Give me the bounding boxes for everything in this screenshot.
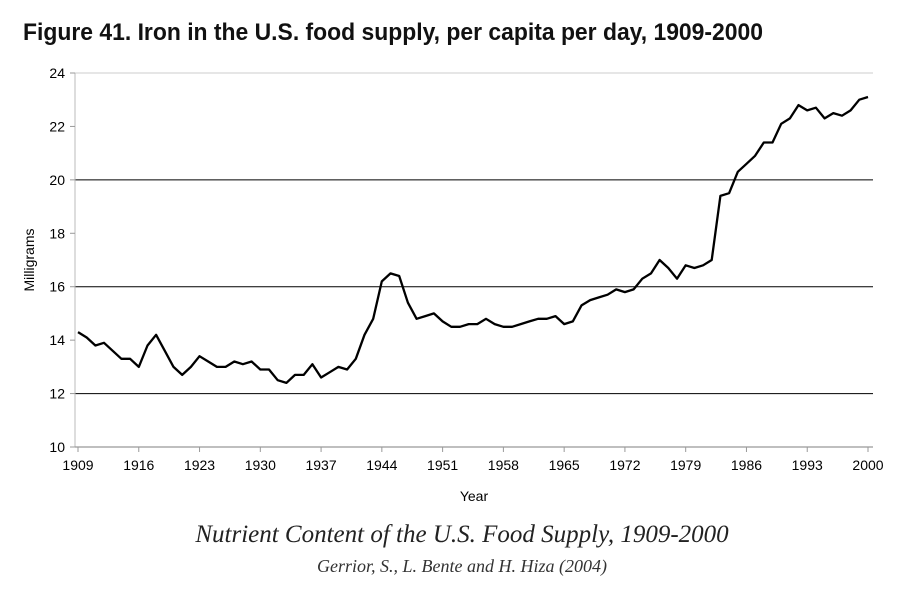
chart-title: Figure 41. Iron in the U.S. food supply,… (23, 19, 763, 46)
x-tick-label: 1937 (305, 457, 336, 473)
y-tick-label: 18 (49, 225, 65, 241)
x-tick-label: 1986 (731, 457, 762, 473)
x-tick-label: 1972 (609, 457, 640, 473)
y-tick-label: 10 (49, 439, 65, 455)
x-tick-label: 1916 (123, 457, 154, 473)
y-tick-label: 14 (49, 332, 65, 348)
y-tick-label: 12 (49, 386, 65, 402)
x-tick-label: 1993 (792, 457, 823, 473)
x-tick-label: 1958 (488, 457, 519, 473)
y-tick-label: 16 (49, 279, 65, 295)
x-axis-label: Year (460, 488, 489, 504)
y-tick-label: 22 (49, 118, 65, 134)
x-tick-label: 1965 (549, 457, 580, 473)
series-line-iron (77, 95, 869, 385)
x-tick-label: 1923 (184, 457, 215, 473)
x-tick-label: 1951 (427, 457, 458, 473)
x-tick-label: 1930 (245, 457, 276, 473)
x-tick-label: 1909 (62, 457, 93, 473)
x-tick-label: 2000 (852, 457, 883, 473)
y-axis-label: Milligrams (21, 229, 37, 292)
source-authors: Gerrior, S., L. Bente and H. Hiza (2004) (317, 556, 607, 577)
y-tick-label: 20 (49, 172, 65, 188)
x-tick-label: 1979 (670, 457, 701, 473)
x-tick-label: 1944 (366, 457, 397, 473)
source-title: Nutrient Content of the U.S. Food Supply… (194, 521, 729, 548)
y-tick-label: 24 (49, 65, 65, 81)
